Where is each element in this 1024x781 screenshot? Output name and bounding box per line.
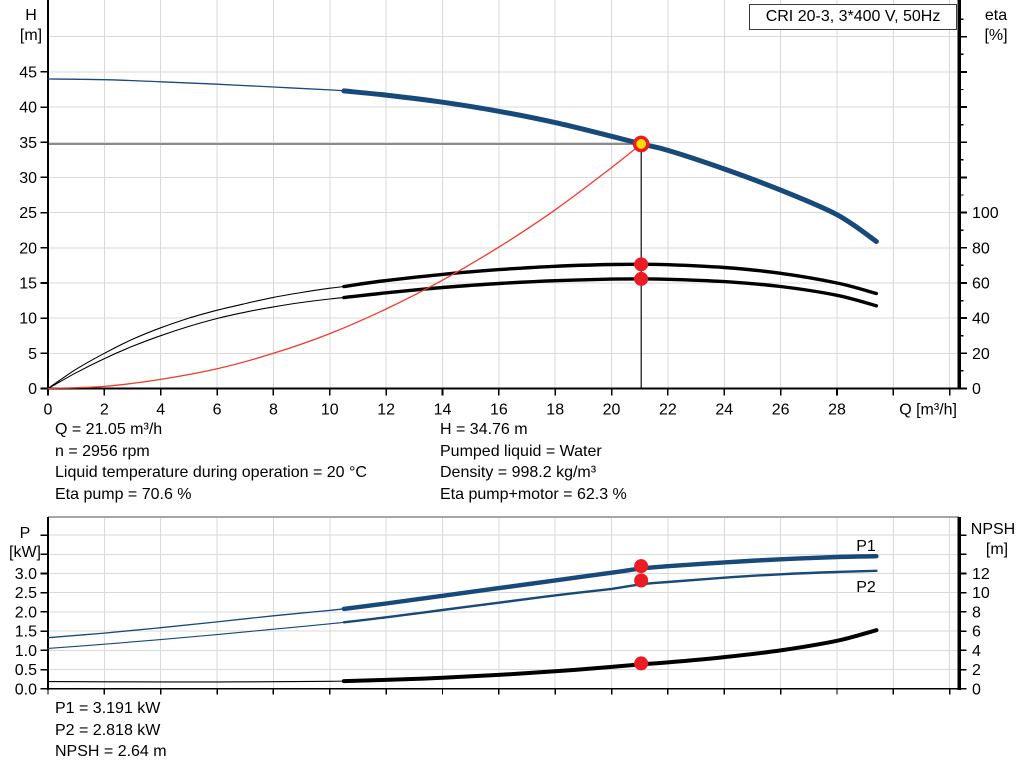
npsh-axis-tick-label: 12 xyxy=(972,566,990,583)
h-axis-tick-label: 40 xyxy=(19,100,37,117)
p2-curve-label: P2 xyxy=(856,579,876,596)
h-axis-tick-label: 30 xyxy=(19,170,37,187)
hq-chart-plot-area[interactable] xyxy=(48,0,959,389)
q-axis-tick-label: 12 xyxy=(377,402,395,419)
q-axis-tick-label: 16 xyxy=(490,402,508,419)
eta-axis-tick-label: 60 xyxy=(972,275,990,292)
p-axis-tick-label: 2.5 xyxy=(15,585,37,602)
q-axis-tick-label: 2 xyxy=(100,402,109,419)
h-axis-tick-label: 0 xyxy=(28,381,37,398)
p-axis-tick-label: 2.0 xyxy=(15,604,37,621)
eta-pump-motor-value: Eta pump+motor = 62.3 % xyxy=(440,486,627,504)
npsh-axis-tick-label: 0 xyxy=(972,681,981,698)
q-axis-tick-label: 14 xyxy=(434,402,452,419)
q-axis-tick-label: 20 xyxy=(603,402,621,419)
p2-curve xyxy=(342,569,878,624)
operating-data-right: H = 34.76 m Pumped liquid = Water Densit… xyxy=(440,419,627,506)
q-axis-tick-label: 22 xyxy=(659,402,677,419)
head-value: H = 34.76 m xyxy=(440,421,528,438)
p1-curve-label: P1 xyxy=(856,538,876,555)
p-axis-title-unit: [kW] xyxy=(9,544,41,561)
q-axis-tick-label: 8 xyxy=(269,402,278,419)
npsh-curve xyxy=(47,680,345,683)
eta-axis-title: eta xyxy=(985,7,1007,24)
operating-point-marker[interactable] xyxy=(632,135,650,153)
eta-axis-tick-label: 80 xyxy=(972,240,990,257)
npsh-axis-title-unit: [m] xyxy=(986,541,1008,558)
h-axis-tick-label: 45 xyxy=(19,64,37,81)
q-axis-tick-label: 28 xyxy=(828,402,846,419)
npsh-axis-tick-label: 4 xyxy=(972,643,981,660)
eta-axis-tick-label: 40 xyxy=(972,311,990,328)
head-curve xyxy=(47,78,345,92)
p-axis-tick-label: 1.0 xyxy=(15,643,37,660)
npsh-marker xyxy=(634,656,649,671)
power-chart-group: 0.0 0.5 1.0 1.5 2.0 2.5 3.0 0 2 4 6 8 10 12 P [kW] NPSH [… xyxy=(9,516,1015,698)
p1-value: P1 = 3.191 kW xyxy=(55,700,161,717)
h-axis-tick-label: 15 xyxy=(19,275,37,292)
h-axis-title-unit: [m] xyxy=(20,27,42,44)
npsh-value: NPSH = 2.64 m xyxy=(55,743,167,761)
p1-marker xyxy=(634,559,649,574)
head-curve xyxy=(341,88,879,244)
q-axis-title: Q [m³/h] xyxy=(899,402,957,419)
system-curve xyxy=(47,143,642,390)
npsh-axis-tick-label: 6 xyxy=(972,624,981,641)
npsh-axis-tick-label: 10 xyxy=(972,585,990,602)
q-axis-tick-label: 10 xyxy=(321,402,339,419)
h-axis-title: H xyxy=(25,7,37,24)
density-value: Density = 998.2 kg/m³ xyxy=(440,464,597,482)
p2-value: P2 = 2.818 kW xyxy=(55,721,161,739)
eta-axis-tick-label: 20 xyxy=(972,346,990,363)
npsh-axis-tick-label: 8 xyxy=(972,604,981,621)
npsh-curve xyxy=(341,628,879,684)
h-axis-tick-label: 35 xyxy=(19,135,37,152)
eta-axis-tick-label: 0 xyxy=(972,381,981,398)
eta-pump-marker xyxy=(634,257,649,272)
p-axis-title: P xyxy=(20,525,31,542)
h-axis-tick-label: 20 xyxy=(19,240,37,257)
p2-curve xyxy=(47,621,345,649)
p-axis-tick-label: 0.0 xyxy=(15,681,37,698)
eta-pump-motor-curve xyxy=(47,297,345,390)
q-axis-tick-label: 0 xyxy=(44,402,53,419)
q-axis-tick-label: 24 xyxy=(715,402,733,419)
eta-pump-value: Eta pump = 70.6 % xyxy=(55,486,192,504)
q-axis-tick-label: 26 xyxy=(772,402,790,419)
pump-model-badge: CRI 20-3, 3*400 V, 50Hz xyxy=(749,4,957,30)
h-axis-tick-label: 25 xyxy=(19,205,37,222)
p2-marker xyxy=(634,573,649,588)
eta-pump-curve xyxy=(342,262,879,296)
npsh-axis-title: NPSH xyxy=(971,521,1015,538)
h-axis-tick-label: 5 xyxy=(28,346,37,363)
h-axis-tick-label: 10 xyxy=(19,311,37,328)
q-axis-tick-label: 6 xyxy=(213,402,222,419)
operating-data-left: Q = 21.05 m³/h n = 2956 rpm Liquid tempe… xyxy=(55,419,367,506)
q-axis-tick-label: 4 xyxy=(156,402,165,419)
pumped-liquid-value: Pumped liquid = Water xyxy=(440,442,602,460)
eta-pump-motor-curve xyxy=(342,277,879,308)
p-axis-tick-label: 1.5 xyxy=(15,624,37,641)
p-axis-tick-label: 0.5 xyxy=(15,662,37,679)
flow-value: Q = 21.05 m³/h xyxy=(55,421,163,438)
power-data-block: P1 = 3.191 kW P2 = 2.818 kW NPSH = 2.64 … xyxy=(55,698,167,763)
p1-curve xyxy=(47,608,345,639)
q-axis-tick-label: 18 xyxy=(546,402,564,419)
npsh-axis-tick-label: 2 xyxy=(972,662,981,679)
p-axis-tick-label: 3.0 xyxy=(15,566,37,583)
eta-pump-curve xyxy=(47,285,345,390)
liquid-temperature-value: Liquid temperature during operation = 20… xyxy=(55,464,367,482)
eta-axis-title-unit: [%] xyxy=(984,27,1007,44)
p1-curve xyxy=(341,554,879,612)
power-chart-plot-area[interactable] xyxy=(48,517,959,689)
eta-axis-tick-label: 100 xyxy=(972,205,999,222)
eta-pump-motor-marker xyxy=(634,271,649,286)
speed-value: n = 2956 rpm xyxy=(55,442,150,460)
